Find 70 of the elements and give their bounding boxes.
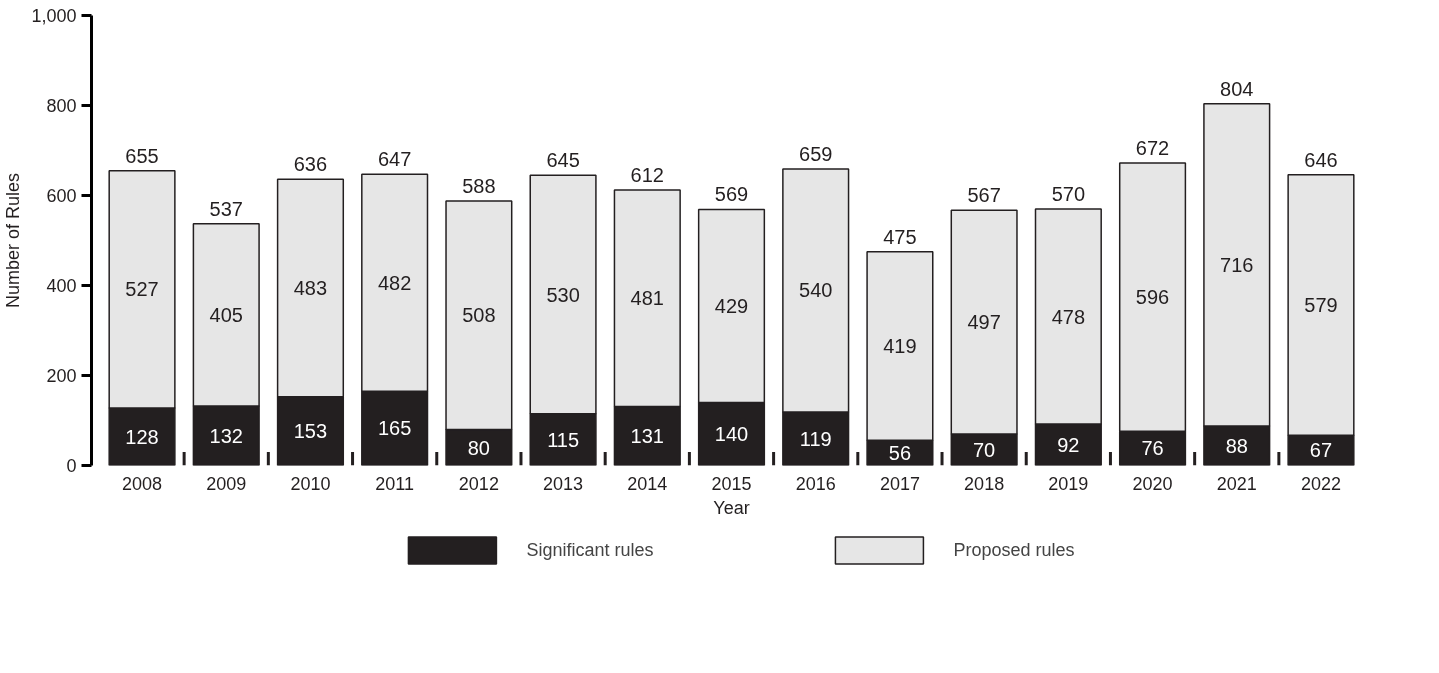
data-label: 483 xyxy=(293,276,328,299)
x-tick-label: 2015 xyxy=(711,473,752,494)
total-label: 645 xyxy=(546,149,580,172)
x-tick-label: 2012 xyxy=(458,473,499,494)
data-label: 132 xyxy=(209,424,243,447)
x-tick-label: 2017 xyxy=(879,473,920,494)
x-tick-label: 2008 xyxy=(122,473,163,494)
total-label: 612 xyxy=(630,164,664,187)
total-label: 537 xyxy=(209,197,243,220)
total-label: 647 xyxy=(377,148,412,171)
total-label: 646 xyxy=(1304,148,1338,171)
data-label: 579 xyxy=(1304,294,1338,317)
total-label: 588 xyxy=(462,174,496,197)
total-label: 672 xyxy=(1135,137,1170,160)
data-label: 92 xyxy=(1057,433,1080,456)
data-label: 527 xyxy=(125,278,159,301)
data-label: 540 xyxy=(799,279,833,302)
total-label: 569 xyxy=(714,183,749,206)
total-label: 570 xyxy=(1051,183,1086,205)
y-tick-label: 800 xyxy=(46,96,77,116)
total-label: 804 xyxy=(1220,77,1254,100)
data-label: 80 xyxy=(467,436,490,459)
x-tick-label: 2018 xyxy=(964,473,1005,494)
y-axis-title: Number of Rules xyxy=(3,172,24,309)
data-label: 128 xyxy=(125,425,159,448)
data-label: 530 xyxy=(546,283,580,306)
x-tick-label: 2022 xyxy=(1300,473,1341,494)
data-label: 429 xyxy=(714,294,749,317)
total-label: 636 xyxy=(293,153,328,176)
data-label: 153 xyxy=(293,420,328,443)
data-label: 478 xyxy=(1051,305,1086,328)
x-tick-label: 2009 xyxy=(206,473,247,494)
x-tick-label: 2020 xyxy=(1132,473,1173,494)
data-label: 716 xyxy=(1220,253,1254,276)
data-label: 497 xyxy=(967,311,1001,334)
total-label: 475 xyxy=(883,225,917,248)
data-label: 596 xyxy=(1135,286,1170,309)
data-label: 481 xyxy=(630,287,664,310)
total-label: 655 xyxy=(125,144,159,167)
data-label: 508 xyxy=(462,304,496,327)
x-axis-title: Year xyxy=(713,497,750,518)
data-label: 70 xyxy=(973,438,996,461)
x-tick-label: 2016 xyxy=(795,473,836,494)
legend-label: Proposed rules xyxy=(953,539,1075,561)
data-label: 67 xyxy=(1309,439,1333,462)
y-tick-label: 0 xyxy=(66,456,77,476)
data-label: 115 xyxy=(547,428,580,451)
data-label: 131 xyxy=(630,425,664,448)
x-tick-label: 2014 xyxy=(627,473,668,494)
x-tick-label: 2013 xyxy=(543,473,584,494)
y-tick-label: 400 xyxy=(46,276,77,296)
y-tick-label: 600 xyxy=(46,186,77,206)
y-tick-label: 1,000 xyxy=(31,6,77,26)
x-tick-label: 2021 xyxy=(1216,473,1257,494)
data-label: 119 xyxy=(799,427,832,450)
total-label: 567 xyxy=(967,184,1001,207)
data-label: 419 xyxy=(883,335,917,358)
data-label: 165 xyxy=(377,417,412,440)
x-tick-label: 2011 xyxy=(375,473,415,494)
data-label: 482 xyxy=(377,271,412,294)
data-label: 76 xyxy=(1141,437,1164,460)
y-tick-label: 200 xyxy=(46,366,77,386)
total-label: 659 xyxy=(799,142,833,165)
x-tick-label: 2010 xyxy=(290,473,331,494)
data-label: 405 xyxy=(209,303,243,326)
data-label: 56 xyxy=(888,441,912,464)
data-label: 88 xyxy=(1225,434,1248,457)
legend-label: Significant rules xyxy=(526,539,654,561)
data-label: 140 xyxy=(714,423,749,445)
x-tick-label: 2019 xyxy=(1048,473,1089,494)
